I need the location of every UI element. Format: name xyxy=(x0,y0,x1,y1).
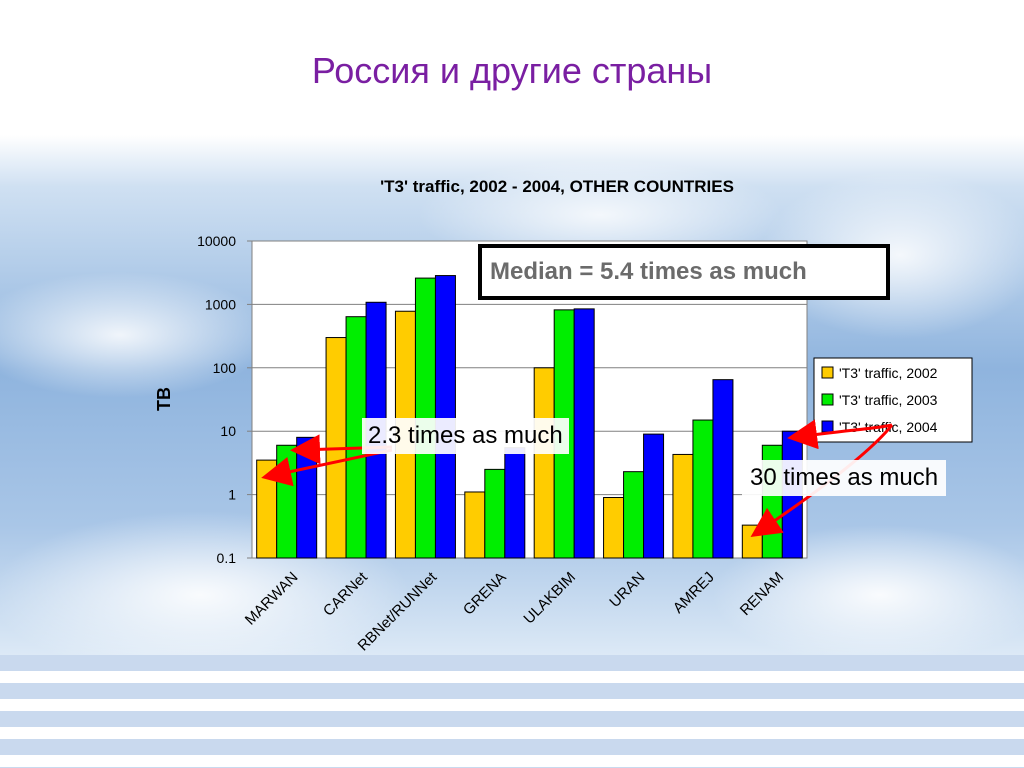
y-tick-label: 0.1 xyxy=(217,550,237,566)
bar-amrej-2002 xyxy=(672,453,694,559)
bar-amrej-2004 xyxy=(712,379,734,559)
note-right-callout: 30 times as much xyxy=(742,460,947,496)
bar-rbnet-runnet-2004 xyxy=(434,275,456,559)
arrow-left-lower xyxy=(261,448,393,487)
bar-marwan-2004 xyxy=(296,436,318,559)
y-tick-label: 100 xyxy=(213,360,237,376)
median-callout: Median = 5.4 times as much xyxy=(478,244,890,300)
x-category-label: MARWAN xyxy=(242,569,302,629)
x-category-label: GRENA xyxy=(460,569,510,619)
bar-amrej-2003 xyxy=(692,419,714,559)
note-left-callout: 2.3 times as much xyxy=(362,418,569,454)
y-tick-label: 1000 xyxy=(205,296,236,312)
legend-box xyxy=(813,357,973,443)
bar-uran-2004 xyxy=(643,433,665,559)
bar-ulakbim-2004 xyxy=(573,308,595,559)
x-category-label: AMREJ xyxy=(670,569,718,617)
y-axis-ticks: 10000 1000 100 10 1 0.1 xyxy=(197,233,252,566)
chart-title: 'T3' traffic, 2002 - 2004, OTHER COUNTRI… xyxy=(380,177,734,196)
y-tick-label: 1 xyxy=(228,487,236,503)
bar-grena-2003 xyxy=(484,468,506,559)
bar-ulakbim-2002 xyxy=(533,367,555,559)
legend-label: 'T3' traffic, 2002 xyxy=(839,365,938,381)
slide-title: Россия и другие страны xyxy=(311,50,713,91)
bar-grena-2002 xyxy=(464,491,486,559)
x-category-label: URAN xyxy=(606,569,648,611)
legend-swatch xyxy=(821,420,834,433)
legend-swatch xyxy=(821,393,834,406)
bar-grena-2004 xyxy=(504,447,526,559)
bar-marwan-2003 xyxy=(276,444,298,559)
arrow-right-upper xyxy=(787,419,893,450)
y-tick-label: 10 xyxy=(220,423,236,439)
legend-swatch xyxy=(821,366,834,379)
x-category-label: CARNet xyxy=(320,568,372,620)
legend: 'T3' traffic, 2002'T3' traffic, 2003'T3'… xyxy=(813,357,973,443)
x-category-label: ULAKBIM xyxy=(520,569,579,628)
legend-label: 'T3' traffic, 2003 xyxy=(839,392,938,408)
bar-uran-2003 xyxy=(623,471,645,559)
decorative-stripes xyxy=(0,655,1024,768)
bar-uran-2002 xyxy=(603,497,625,559)
y-tick-label: 10000 xyxy=(197,233,236,249)
y-axis-label: TB xyxy=(154,387,174,411)
x-category-label: RENAM xyxy=(737,569,787,619)
